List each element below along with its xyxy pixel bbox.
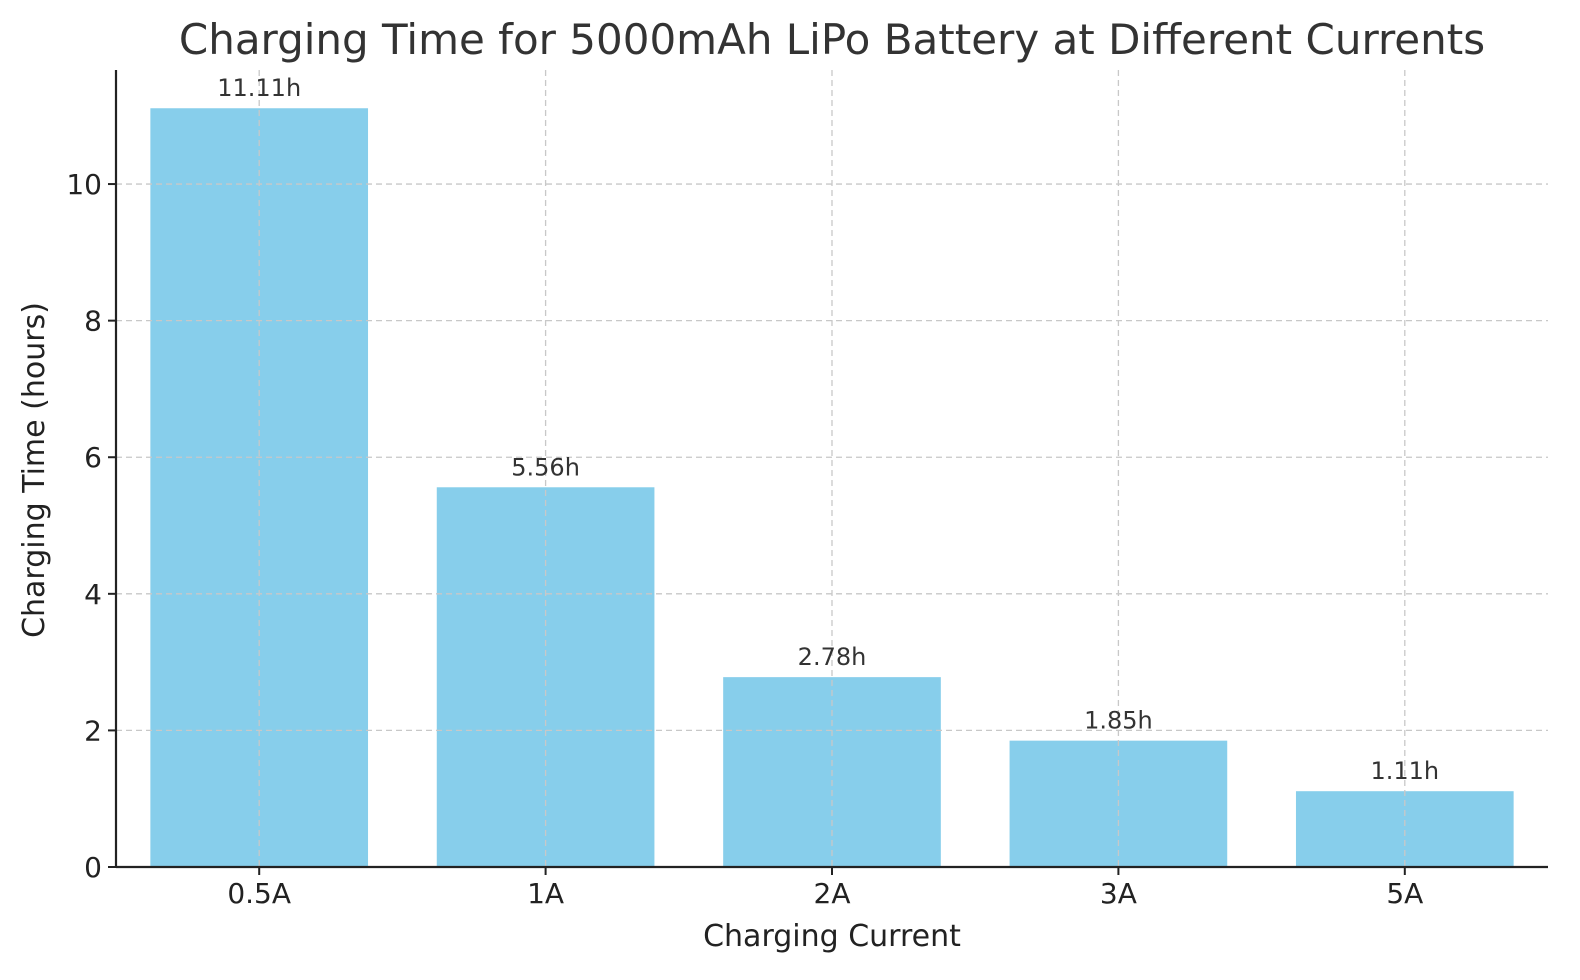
- data-label: 5.56h: [511, 453, 580, 481]
- x-tick-label: 5A: [1386, 877, 1423, 910]
- data-label: 1.11h: [1370, 757, 1439, 785]
- x-tick-label: 2A: [814, 877, 851, 910]
- data-label: 11.11h: [217, 74, 301, 102]
- data-label: 1.85h: [1084, 707, 1153, 735]
- x-ticks: 0.5A 1A 2A 3A 5A: [227, 867, 1423, 910]
- x-tick-label: 3A: [1100, 877, 1137, 910]
- data-label: 2.78h: [798, 643, 867, 671]
- y-tick-label: 2: [84, 714, 102, 747]
- y-ticks: 0 2 4 6 8 10: [66, 168, 116, 884]
- x-tick-label: 1A: [527, 877, 564, 910]
- y-tick-label: 10: [66, 168, 102, 201]
- chart-title: Charging Time for 5000mAh LiPo Battery a…: [179, 15, 1485, 64]
- y-tick-label: 8: [84, 305, 102, 338]
- y-tick-label: 4: [84, 578, 102, 611]
- y-axis-label: Charging Time (hours): [17, 302, 52, 638]
- x-axis-label: Charging Current: [703, 919, 961, 954]
- y-tick-label: 6: [84, 441, 102, 474]
- x-tick-label: 0.5A: [227, 877, 291, 910]
- data-labels: 11.11h 5.56h 2.78h 1.85h 1.11h: [217, 74, 1439, 785]
- y-tick-label: 0: [84, 851, 102, 884]
- grid: [116, 70, 1548, 867]
